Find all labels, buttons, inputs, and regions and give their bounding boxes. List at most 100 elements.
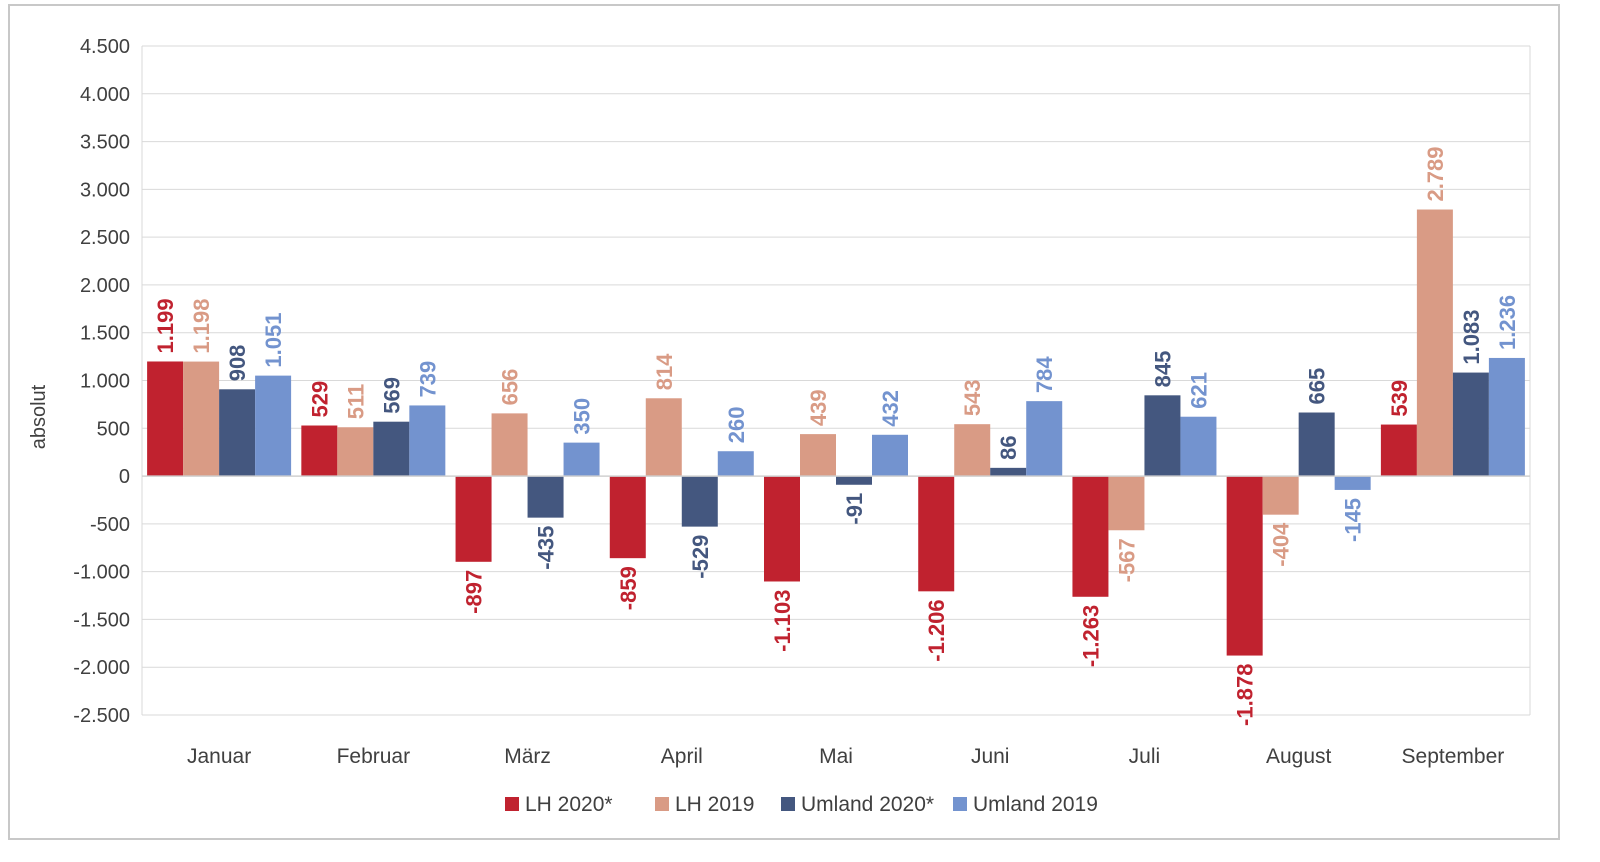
data-label: -567 bbox=[1114, 538, 1139, 582]
y-tick-label: 3.000 bbox=[80, 179, 130, 201]
bar-2-februar bbox=[337, 427, 374, 477]
y-tick-label: -1.000 bbox=[73, 562, 130, 584]
bar-3-juli bbox=[1144, 395, 1181, 477]
bar-3-juni bbox=[990, 467, 1027, 477]
bar-4-august bbox=[1334, 476, 1371, 490]
bar-2-märz bbox=[491, 413, 528, 477]
x-category-label: März bbox=[504, 745, 551, 768]
bar-4-januar bbox=[255, 375, 292, 477]
data-label: 569 bbox=[379, 377, 404, 414]
bar-1-september bbox=[1380, 424, 1417, 477]
data-label: 665 bbox=[1305, 368, 1330, 405]
legend-label: Umland 2020* bbox=[801, 793, 934, 816]
y-axis-ticks: 4.500 4.000 3.500 3.000 2.500 2.000 1.500 1.000… bbox=[73, 36, 130, 727]
bar-2-mai bbox=[800, 434, 836, 477]
data-label: 1.083 bbox=[1459, 310, 1484, 365]
bar-4-september bbox=[1488, 357, 1525, 477]
bar-2-januar bbox=[183, 361, 220, 477]
data-label: 621 bbox=[1186, 372, 1211, 409]
data-label: 511 bbox=[343, 384, 368, 420]
bar-1-august bbox=[1226, 476, 1263, 656]
data-label: -1.206 bbox=[924, 599, 949, 661]
data-label: -1.878 bbox=[1233, 664, 1258, 726]
data-label: 784 bbox=[1032, 356, 1057, 393]
y-tick-label: 500 bbox=[97, 418, 130, 440]
bar-1-märz bbox=[455, 476, 492, 562]
data-label: -404 bbox=[1269, 522, 1294, 567]
bar-chart: 4.500 4.000 3.500 3.000 2.500 2.000 1.500 1.000… bbox=[28, 36, 1531, 816]
data-label: 260 bbox=[724, 407, 749, 444]
x-category-label: Mai bbox=[819, 745, 853, 768]
legend-label: LH 2019 bbox=[675, 793, 754, 816]
legend-label: Umland 2019 bbox=[973, 793, 1098, 816]
bars bbox=[147, 209, 1525, 656]
legend-swatch bbox=[953, 797, 967, 811]
data-label: -529 bbox=[688, 535, 713, 579]
legend-label: LH 2020* bbox=[525, 793, 613, 816]
data-label: 908 bbox=[225, 345, 250, 382]
bar-2-juli bbox=[1108, 476, 1145, 531]
data-label: -435 bbox=[534, 526, 559, 570]
y-tick-label: -2.000 bbox=[73, 657, 130, 679]
bar-2-juni bbox=[954, 424, 991, 477]
x-category-label: September bbox=[1402, 745, 1505, 768]
bar-1-juni bbox=[918, 476, 955, 592]
data-label: -859 bbox=[616, 566, 641, 610]
x-category-label: April bbox=[661, 745, 703, 768]
bar-2-august bbox=[1262, 476, 1299, 515]
x-category-label: Januar bbox=[187, 745, 251, 768]
y-tick-label: 3.500 bbox=[80, 132, 130, 154]
chart-frame: 4.500 4.000 3.500 3.000 2.500 2.000 1.500 1.000… bbox=[8, 4, 1560, 840]
y-tick-label: 4.000 bbox=[80, 84, 130, 106]
data-label: 845 bbox=[1150, 351, 1175, 388]
legend: LH 2020* LH 2019 Umland 2020* Umland 2019 bbox=[505, 793, 1098, 816]
legend-swatch bbox=[655, 797, 669, 811]
data-label: -1.103 bbox=[770, 589, 795, 651]
y-tick-label: 2.000 bbox=[80, 275, 130, 297]
bar-1-april bbox=[609, 476, 646, 559]
bar-3-september bbox=[1452, 372, 1489, 477]
data-label: 1.236 bbox=[1495, 295, 1520, 350]
data-label: 1.051 bbox=[261, 313, 286, 368]
bar-1-februar bbox=[301, 425, 338, 477]
bar-3-april bbox=[681, 476, 718, 527]
data-labels: 1.199 1.198 908 1.051 529 511 569 739 -897 656 -43… bbox=[153, 146, 1520, 725]
data-label: 814 bbox=[652, 353, 677, 390]
bar-1-juli bbox=[1072, 476, 1109, 597]
data-label: 1.198 bbox=[189, 299, 214, 354]
y-axis-title: absolut bbox=[28, 384, 50, 449]
x-category-label: August bbox=[1266, 745, 1332, 768]
bar-3-märz bbox=[527, 476, 564, 518]
bar-1-mai bbox=[764, 476, 800, 582]
bar-3-januar bbox=[219, 389, 256, 477]
y-tick-label: 4.500 bbox=[80, 36, 130, 58]
bar-4-juni bbox=[1026, 401, 1063, 477]
y-tick-label: -500 bbox=[90, 514, 130, 536]
x-category-label: Juli bbox=[1129, 745, 1161, 768]
x-axis-categories: Januar Februar März April Mai Juni Juli August S… bbox=[187, 745, 1504, 768]
data-label: 1.199 bbox=[153, 298, 178, 353]
bar-4-februar bbox=[409, 405, 446, 477]
data-label: 350 bbox=[570, 398, 595, 435]
data-label: 2.789 bbox=[1423, 146, 1448, 201]
bar-3-februar bbox=[373, 421, 410, 477]
data-label: -1.263 bbox=[1078, 605, 1103, 667]
data-label: 529 bbox=[307, 381, 332, 418]
bar-1-januar bbox=[147, 361, 184, 477]
gridlines bbox=[141, 45, 1531, 716]
y-tick-label: -2.500 bbox=[73, 705, 130, 727]
legend-swatch bbox=[505, 797, 519, 811]
bar-4-juli bbox=[1180, 416, 1217, 477]
data-label: -897 bbox=[462, 570, 487, 614]
bar-3-mai bbox=[836, 476, 872, 485]
y-tick-label: -1.500 bbox=[73, 609, 130, 631]
y-tick-label: 2.500 bbox=[80, 227, 130, 249]
bar-2-september bbox=[1416, 209, 1453, 477]
data-label: 539 bbox=[1387, 380, 1412, 417]
bar-4-mai bbox=[872, 434, 908, 477]
x-category-label: Februar bbox=[337, 745, 411, 768]
legend-swatch bbox=[781, 797, 795, 811]
bar-4-märz bbox=[563, 442, 600, 477]
data-label: 656 bbox=[498, 369, 523, 406]
bar-3-august bbox=[1298, 412, 1335, 477]
